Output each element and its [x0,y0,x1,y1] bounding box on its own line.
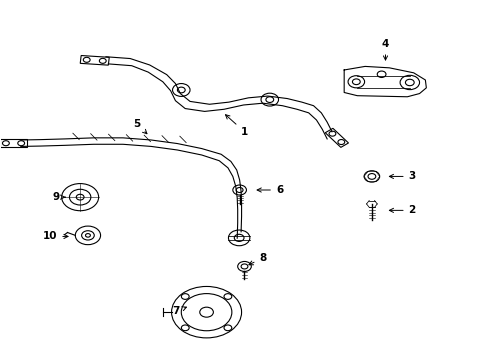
Text: 3: 3 [388,171,415,181]
Text: 6: 6 [257,185,283,195]
Text: 7: 7 [171,306,186,316]
Text: 8: 8 [248,253,266,265]
Text: 1: 1 [225,115,247,137]
Text: 2: 2 [388,205,415,215]
Text: 9: 9 [52,192,65,202]
Text: 10: 10 [42,231,68,242]
Text: 5: 5 [133,118,146,134]
Text: 4: 4 [381,39,388,60]
